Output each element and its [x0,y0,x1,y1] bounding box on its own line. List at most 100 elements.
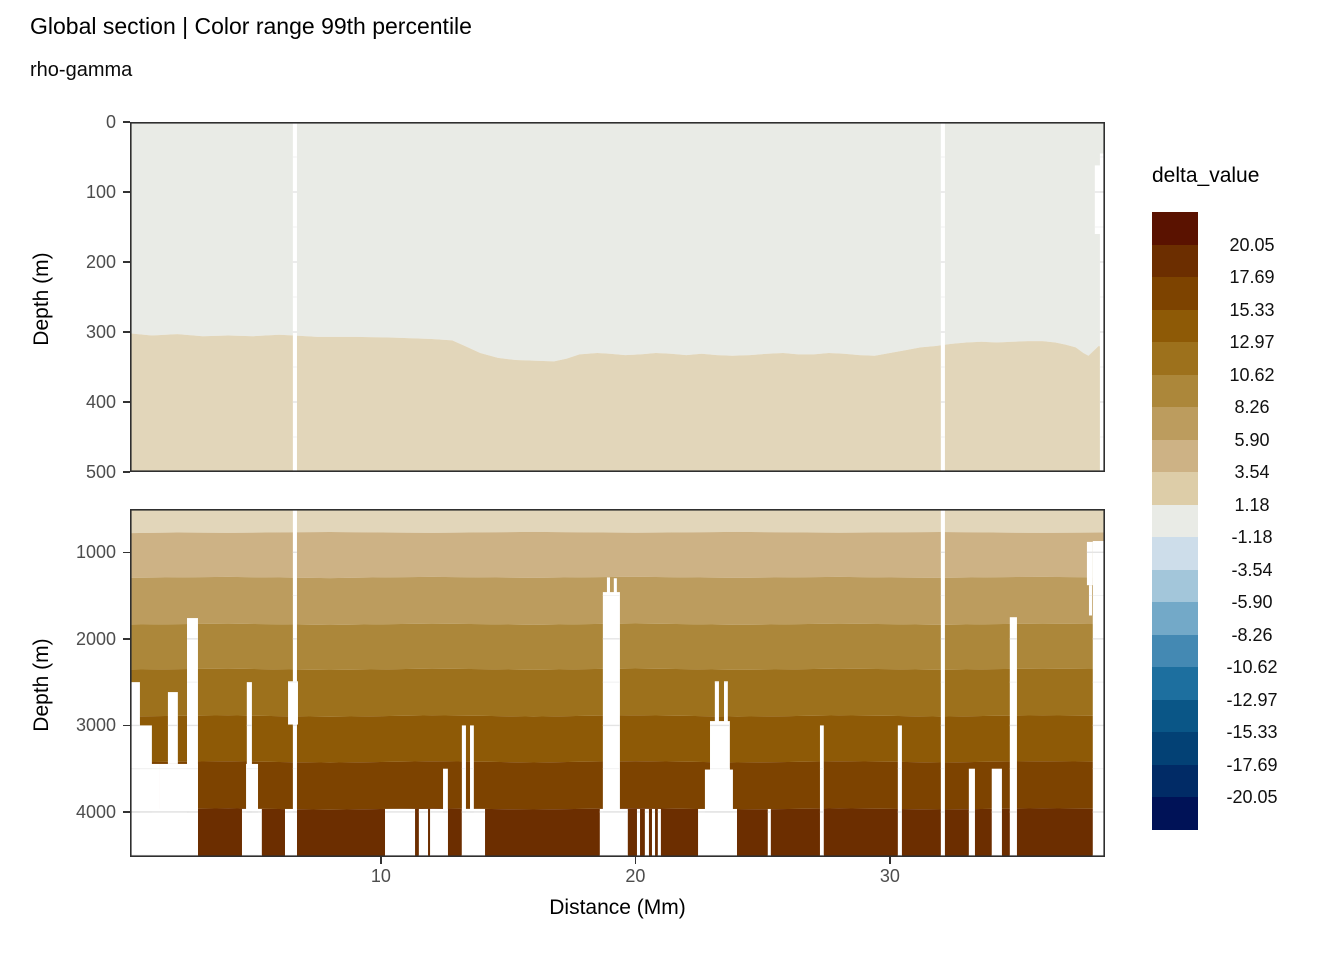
y-tick-mark [123,471,130,473]
data-gap [241,808,262,857]
data-gap [606,577,610,593]
legend-color-block [1152,439,1198,472]
y-tick-label: 200 [85,252,116,272]
y-tick-mark [123,638,130,640]
legend-color-block [1152,472,1198,505]
legend-label: 5.90 [1234,429,1270,450]
data-gap [461,725,466,857]
x-tick-mark [634,857,637,864]
legend-label: 17.69 [1229,267,1275,287]
y-tick-label: 2000 [75,628,116,649]
data-gap [602,592,620,857]
legend-label: -3.54 [1231,559,1273,580]
data-gap [167,692,178,764]
legend-label: -5.90 [1231,592,1273,612]
legend-color-block [1152,764,1198,797]
legend-colorbar [1152,212,1198,830]
data-gap [657,808,661,857]
legend-color-block [1152,602,1198,635]
x-tick-mark [380,857,382,864]
legend-label: 3.54 [1234,462,1270,482]
plot-subtitle: rho-gamma [30,59,133,81]
data-gap [651,808,656,857]
legend-color-block [1152,374,1198,407]
data-gap [470,725,474,857]
y-tick-mark [123,401,130,403]
y-tick-label: 500 [85,462,116,482]
legend-color-block [1152,667,1198,700]
y-tick-mark [123,724,130,727]
data-gap [1088,585,1093,616]
data-gap [1094,165,1105,234]
panel-border [130,122,1105,472]
legend-color-block [1152,407,1198,440]
x-tick-label: 30 [879,866,900,886]
legend-label: -10.62 [1226,657,1278,677]
y-tick-label: 4000 [75,802,116,822]
legend-label: 20.05 [1229,234,1275,255]
legend-label: 8.26 [1234,397,1270,417]
data-gap [767,808,771,857]
data-gap [819,725,824,857]
data-gap [714,681,719,722]
legend-color-block [1152,797,1198,830]
section-panel-deep [130,509,1105,857]
data-gap [636,808,641,857]
data-gap [159,763,198,857]
data-gap [698,808,737,857]
data-gap [599,808,628,857]
y-tick-label: 0 [105,112,116,132]
legend-color-block [1152,699,1198,732]
legend-color-block [1152,569,1198,602]
data-gap [968,768,975,857]
y-tick-label: 1000 [75,542,116,563]
legend-title: delta_value [1152,164,1260,187]
x-tick-label: 10 [370,866,391,886]
legend-label: -15.33 [1226,722,1278,742]
value-band [130,122,1105,362]
x-axis-title: Distance (Mm) [549,896,686,919]
data-gap [724,681,728,722]
x-tick-label: 20 [625,866,646,886]
y-tick-label: 100 [85,182,116,202]
data-gap [288,681,298,725]
data-gap [1086,541,1093,586]
x-tick-mark [889,857,891,864]
y-tick-mark [123,191,130,193]
legend-label: -1.18 [1231,527,1273,547]
y-tick-mark [123,551,130,553]
legend-label: 12.97 [1229,332,1275,352]
legend-label: -12.97 [1226,689,1278,710]
value-band [130,509,1105,534]
data-gap [1099,153,1105,472]
legend-color-block [1152,277,1198,310]
legend-color-block [1152,732,1198,765]
legend-color-block [1152,342,1198,375]
y-tick-mark [123,811,130,813]
y-tick-mark [123,121,130,123]
data-gap [644,808,649,857]
legend-label: 15.33 [1229,299,1275,320]
y-axis-title-top: Depth (m) [30,252,53,346]
panel-border [130,509,1105,857]
legend-color-block [1152,634,1198,667]
data-gap [1092,541,1105,857]
y-tick-mark [123,261,130,263]
value-band [130,531,1105,579]
y-tick-label: 300 [85,322,116,342]
data-gap [940,509,945,857]
y-axis-title-bottom: Depth (m) [30,638,53,732]
legend-color-block [1152,244,1198,277]
legend-color-block [1152,309,1198,342]
legend-label: 10.62 [1229,364,1275,385]
y-tick-mark [123,331,130,333]
legend-label: 1.18 [1234,494,1270,515]
data-gap [187,618,198,857]
data-gap [418,808,429,857]
data-gap [461,808,486,857]
data-gap [897,725,902,857]
legend-color-block [1152,537,1198,570]
data-gap [385,808,416,857]
data-gap [991,768,1002,857]
